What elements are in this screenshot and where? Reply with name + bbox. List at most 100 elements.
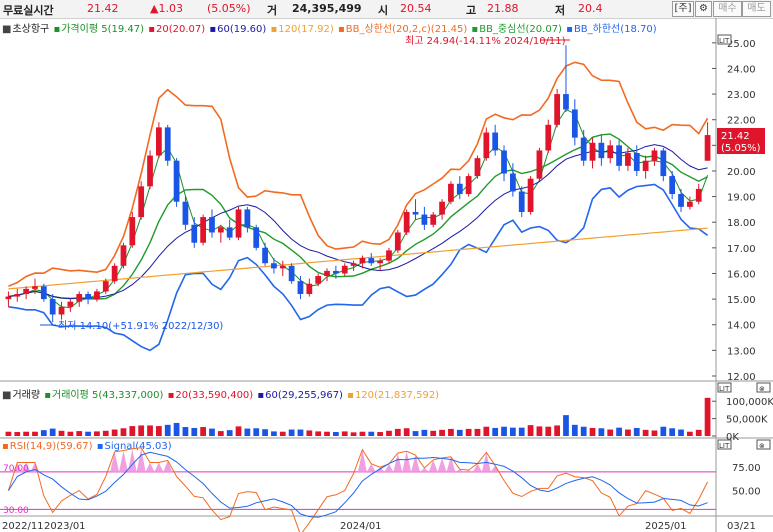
candle-body xyxy=(607,145,614,159)
volume-tick-label: 100,000K xyxy=(726,397,773,408)
x-axis-label: 2023/01 xyxy=(44,521,86,532)
volume-legend: ■거래량 ▪거래이평 5(43,337,000) ▪20(33,590,400)… xyxy=(2,390,440,401)
candle-body xyxy=(518,191,525,212)
volume-bar xyxy=(191,427,198,436)
price-legend: ■초상항구 ▪가격이평 5(19.47) ▪20(20.07) ▪60(19.6… xyxy=(2,24,657,35)
candle-body xyxy=(633,153,640,171)
volume-bar xyxy=(182,427,189,436)
volume-bar xyxy=(244,428,251,436)
volume-panel-controls[interactable]: LIT ⊗ xyxy=(717,382,771,393)
candle-body xyxy=(439,201,445,215)
rsi-tick-label: 50.00 xyxy=(732,487,761,498)
volume-bar xyxy=(235,426,242,436)
candle-body xyxy=(306,283,313,294)
volume-bar xyxy=(341,431,348,436)
candle-body xyxy=(129,217,136,246)
volume-bar xyxy=(58,430,65,436)
svg-text:⊗: ⊗ xyxy=(759,442,765,450)
rsi-30-label: 30.00 xyxy=(3,506,29,516)
candle-body xyxy=(448,183,454,202)
volume-bar xyxy=(598,428,605,436)
volume-bar xyxy=(580,426,587,436)
candle-body xyxy=(147,155,153,187)
signal-legend-label: Signal(45.03) xyxy=(104,441,172,452)
volume-bar xyxy=(686,431,693,436)
candle-body xyxy=(483,132,490,159)
svg-text:LIT: LIT xyxy=(719,37,730,45)
volume-bar xyxy=(217,431,224,436)
sell-button[interactable]: 매도 xyxy=(742,1,771,17)
volume-bar xyxy=(368,431,375,436)
candle-body xyxy=(403,211,410,233)
volume-bar xyxy=(421,429,428,436)
candle-body xyxy=(58,306,65,315)
price-tick-label: 25.00 xyxy=(727,39,756,50)
candle-body xyxy=(341,265,348,274)
price-tick-label: 22.00 xyxy=(727,116,756,127)
price-tick-label: 12.00 xyxy=(727,372,756,383)
candle-body xyxy=(598,142,605,159)
svg-text:⊗: ⊗ xyxy=(759,385,765,393)
candle-body xyxy=(111,265,118,282)
ma20-legend: 20(20.07) xyxy=(155,24,206,35)
volume-title: 거래량 xyxy=(12,390,41,401)
volume-bar xyxy=(288,429,295,436)
bb-upper-line xyxy=(8,61,709,288)
high-annotation: 최고 24.94(-14.11% 2024/10/11) xyxy=(405,35,566,47)
price-tick-label: 18.00 xyxy=(727,218,756,229)
settings-icon[interactable]: ⚙ xyxy=(695,1,712,17)
candle-body xyxy=(76,293,83,302)
candle-body xyxy=(253,227,260,248)
candle-body xyxy=(377,260,384,264)
svg-text:LIT: LIT xyxy=(719,442,730,450)
candle-body xyxy=(324,270,330,277)
rsi-panel-controls[interactable]: LIT ⊗ xyxy=(717,439,771,450)
volume-value: 24,395,499 xyxy=(292,2,362,15)
candle-body xyxy=(297,281,304,294)
candle-body xyxy=(209,217,215,233)
volume-bar xyxy=(651,430,658,436)
volume-bar xyxy=(67,431,74,436)
bb-lower-line xyxy=(8,183,709,352)
volume-bar xyxy=(430,430,437,436)
volume-bar xyxy=(439,429,445,436)
current-price: 21.42 xyxy=(87,2,119,15)
price-change: ▲1.03 xyxy=(150,2,183,15)
candle-body xyxy=(350,263,357,266)
volume-bar xyxy=(509,427,516,436)
volume-bar xyxy=(271,431,277,436)
ma120-legend: 120(17.92) xyxy=(278,24,334,35)
volume-bar xyxy=(297,429,304,436)
stock-button[interactable]: [주] xyxy=(672,1,694,17)
candle-body xyxy=(315,276,322,284)
price-tick-label: 23.00 xyxy=(727,90,756,101)
volume-bar xyxy=(527,425,534,436)
candle-body xyxy=(651,150,658,161)
candle-body xyxy=(85,293,91,300)
svg-text:LIT: LIT xyxy=(719,385,730,393)
candle-body xyxy=(368,258,375,264)
x-axis-label: 03/21 xyxy=(727,521,756,532)
candle-body xyxy=(430,214,437,225)
candle-body xyxy=(394,232,401,251)
price-tick-label: 13.00 xyxy=(727,346,756,357)
x-axis-label: 2022/11 xyxy=(2,521,44,532)
price-tick-label: 17.00 xyxy=(727,244,756,255)
volume-bar xyxy=(377,432,384,436)
candle-body xyxy=(14,293,21,297)
candle-body xyxy=(563,94,569,110)
rsi-line xyxy=(7,447,709,532)
candle-body xyxy=(386,250,392,261)
candle-body xyxy=(625,153,631,166)
price-panel-controls[interactable]: LIT xyxy=(717,34,732,45)
low-value: 20.4 xyxy=(578,2,603,15)
candle-body xyxy=(332,270,339,274)
buy-button[interactable]: 매수 xyxy=(713,1,742,17)
volume-bar xyxy=(448,428,454,436)
candle-body xyxy=(660,150,667,177)
ma5-legend: 가격이평 5(19.47) xyxy=(61,24,145,35)
volume-bar xyxy=(660,426,667,436)
bb-mid-line xyxy=(8,133,708,300)
volume-bar xyxy=(129,426,136,436)
